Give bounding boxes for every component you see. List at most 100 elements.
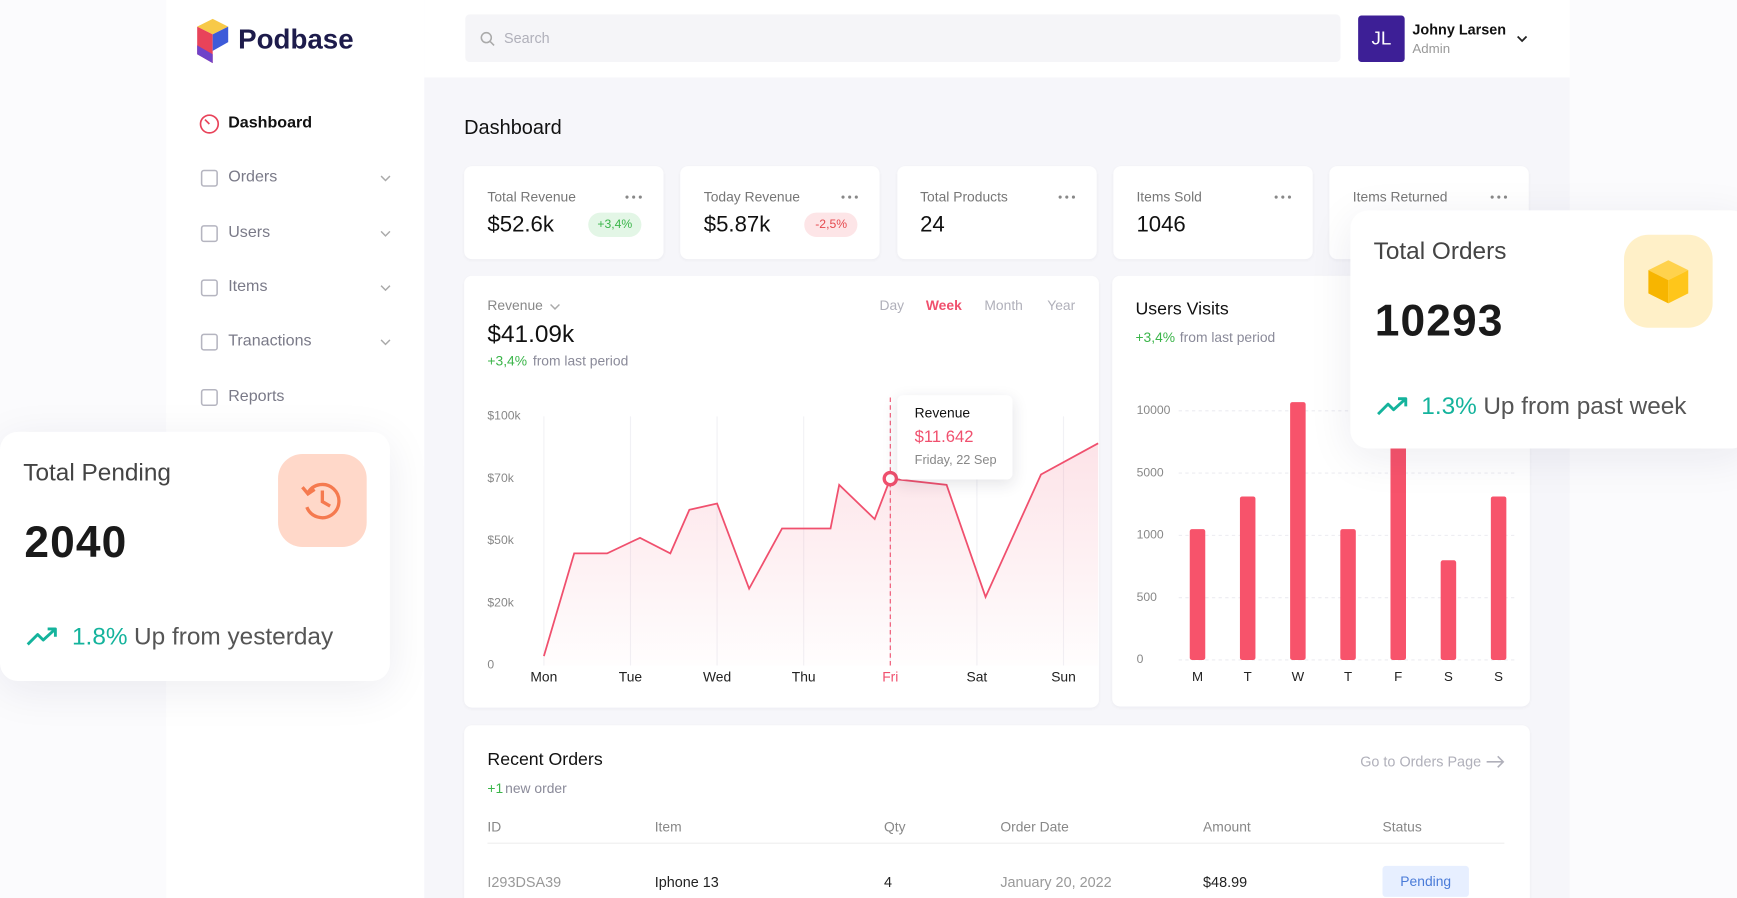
trend-icon (26, 627, 57, 646)
arrow (1486, 755, 1505, 768)
y-tick-label: $100k (487, 409, 521, 423)
page-title: Dashboard (464, 116, 562, 139)
more-menu[interactable] (840, 194, 860, 201)
area (543, 443, 1099, 666)
summary-title: Total Pending (23, 458, 171, 487)
stat-label: Total Revenue (487, 189, 576, 205)
icon-shape (200, 388, 218, 406)
nav-icon (199, 114, 220, 134)
dot (1064, 195, 1068, 199)
avatar[interactable]: JL (1358, 15, 1405, 63)
more-menu[interactable] (1489, 194, 1509, 201)
stat-card: Total Products 24 (896, 166, 1097, 260)
stat-card: Today Revenue $5.87k -2,5% (680, 166, 880, 260)
dot (638, 195, 642, 199)
summary-icon (278, 453, 367, 548)
y-tick-label: $50k (487, 533, 514, 547)
search-icon (480, 31, 495, 46)
y-tick-label: $20k (487, 595, 514, 609)
nav-item[interactable]: Items (228, 277, 268, 296)
summary-change: 1.8% (72, 622, 128, 650)
nav-item[interactable]: Reports (228, 387, 285, 405)
dot (1274, 195, 1278, 199)
nav-item[interactable]: Dashboard (228, 114, 313, 132)
y-tick-label: 5000 (1137, 465, 1164, 479)
summary-value: 10293 (1374, 296, 1504, 346)
dot (1287, 195, 1291, 199)
search-box[interactable]: Search (465, 14, 1341, 63)
nav-icon (200, 170, 218, 188)
nav-chevron (380, 175, 391, 182)
icon-shape (200, 333, 218, 351)
chevron (1517, 35, 1528, 43)
chevron (380, 230, 391, 237)
revenue-plot: 0 $20k $50k $70k $100k Mon Tue Wed Thu Fri Sat Sun (487, 397, 1099, 684)
line (543, 442, 1099, 657)
nav-item[interactable]: Orders (228, 168, 278, 187)
summary-card: Total Pending 2040 1.8% Up from yesterday (0, 431, 390, 681)
user-name: Johny Larsen (1412, 21, 1507, 38)
logo (197, 18, 229, 64)
stat-label: Items Returned (1352, 189, 1448, 205)
y-tick-label: 500 (1137, 590, 1158, 604)
header-rule (487, 842, 1505, 844)
stat-value: 24 (920, 212, 945, 237)
bar (1440, 560, 1457, 660)
stat-label: Today Revenue (703, 189, 801, 205)
table-cell: Iphone 13 (654, 873, 719, 891)
trend (1377, 397, 1408, 416)
icon-shape (200, 279, 218, 297)
column-header: Qty (884, 819, 906, 835)
dot (1490, 195, 1494, 199)
orders-new-count: +1 (487, 780, 504, 797)
summary-card: Total Orders 10293 1.3% Up from past week (1350, 210, 1737, 449)
nav-item[interactable]: Tranactions (228, 332, 312, 351)
summary-note: Up from past week (1483, 391, 1687, 420)
hover-point (882, 470, 899, 487)
x-tick-label: Thu (792, 668, 816, 684)
stat-card: Items Sold 1046 (1113, 166, 1313, 260)
clock (320, 490, 331, 508)
chevron (380, 175, 391, 182)
column-header: Status (1382, 819, 1422, 835)
more-menu[interactable] (624, 194, 644, 201)
cube-left (1648, 270, 1669, 304)
column-header: Amount (1203, 819, 1251, 835)
icon-art (1648, 260, 1689, 304)
chart-change-note: from last period (1179, 329, 1276, 346)
column-header: ID (487, 819, 502, 835)
period-tab[interactable]: Day (879, 297, 905, 314)
table-cell: I293DSA39 (487, 873, 562, 891)
x-tick-label: Fri (882, 668, 898, 684)
x-tick-label: Tue (619, 668, 643, 684)
title-chevron (550, 303, 560, 310)
summary-title: Total Orders (1373, 236, 1507, 265)
bar (1189, 529, 1206, 660)
dot (848, 195, 852, 199)
x-tick-label: S (1494, 669, 1503, 684)
x-tick-label: Sat (967, 668, 988, 684)
table-cell: 4 (884, 873, 893, 891)
orders-title: Recent Orders (487, 750, 603, 770)
orders-link[interactable]: Go to Orders Page (1360, 752, 1482, 770)
nav-chevron (380, 285, 391, 292)
cube-top (1648, 260, 1689, 281)
cube-right (1668, 270, 1689, 304)
stat-value: 1046 (1136, 212, 1186, 237)
column-header: Item (654, 819, 682, 835)
period-tab[interactable]: Week (925, 297, 962, 314)
bar (1490, 496, 1507, 660)
bar (1390, 435, 1406, 660)
period-tab[interactable]: Month (984, 297, 1023, 314)
y-tick-label: $70k (487, 471, 514, 485)
nav-item[interactable]: Users (228, 223, 271, 241)
table-cell: January 20, 2022 (1000, 873, 1112, 891)
more-menu[interactable] (1056, 194, 1076, 201)
more-menu[interactable] (1273, 194, 1293, 201)
table-cell: $48.99 (1203, 873, 1248, 891)
period-tab[interactable]: Year (1047, 297, 1076, 314)
bar (1239, 496, 1256, 660)
orders-new-note: new order (505, 780, 567, 797)
x-tick-label: T (1244, 669, 1252, 684)
